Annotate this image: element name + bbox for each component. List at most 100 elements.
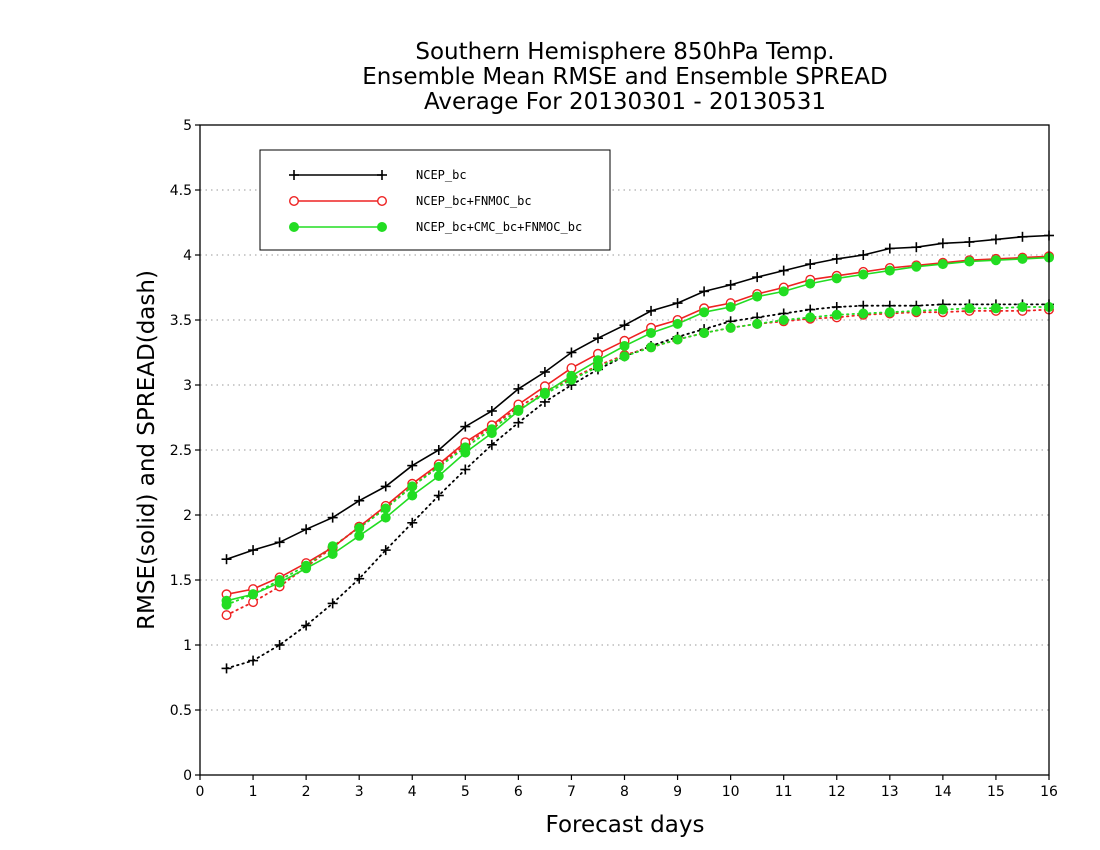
rmse-point-0	[592, 333, 603, 344]
x-tick-label: 9	[673, 784, 682, 800]
spread-point-0	[327, 598, 338, 609]
y-tick-label: 1.5	[170, 573, 192, 589]
x-tick-label: 3	[355, 784, 364, 800]
y-tick-label: 2.5	[170, 443, 192, 459]
legend-box	[259, 149, 611, 251]
rmse-point-0	[539, 367, 550, 377]
rmse-line-2	[226, 256, 1050, 602]
rmse-point-2	[380, 512, 391, 523]
spread-point-2	[752, 318, 763, 329]
rmse-point-2	[460, 447, 471, 458]
y-tick-label: 3.5	[170, 313, 192, 329]
y-tick-label: 0.5	[170, 703, 192, 719]
spread-point-2	[1017, 302, 1028, 312]
series-layer	[221, 230, 1054, 674]
rmse-point-2	[858, 269, 869, 280]
rmse-line-1	[226, 255, 1050, 596]
spread-point-0	[380, 545, 391, 556]
rmse-point-0	[911, 242, 922, 253]
y-tick-label: 2	[183, 508, 192, 524]
rmse-point-2	[248, 589, 259, 600]
rmse-point-0	[354, 495, 365, 506]
title-line-3: Average For 20130301 - 20130531	[424, 89, 826, 115]
rmse-point-0	[221, 554, 232, 565]
y-axis: 0 0.5 1 1.5 2 2.5 3 3.5 4 4.5 5	[170, 118, 200, 784]
rmse-point-0	[646, 305, 657, 316]
spread-point-2	[990, 303, 1001, 314]
spread-point-1	[221, 610, 232, 621]
rmse-point-2	[221, 595, 232, 606]
rmse-point-0	[672, 298, 683, 309]
x-tick-label: 8	[620, 784, 629, 800]
rmse-point-0	[566, 347, 577, 358]
rmse-point-0	[301, 524, 312, 535]
rmse-point-0	[964, 237, 975, 247]
spread-point-2	[619, 351, 630, 362]
rmse-point-0	[327, 512, 338, 523]
spread-point-2	[646, 342, 657, 353]
rmse-point-2	[433, 471, 444, 481]
y-tick-label: 5	[183, 118, 192, 134]
rmse-point-0	[884, 243, 895, 254]
spread-point-2	[725, 322, 736, 333]
title-line-1: Southern Hemisphere 850hPa Temp.	[415, 39, 834, 65]
rmse-point-0	[380, 481, 391, 492]
y-tick-label: 1	[183, 638, 192, 654]
y-tick-label: 4.5	[170, 183, 192, 199]
rmse-point-2	[884, 265, 895, 276]
rmse-point-2	[805, 278, 816, 289]
legend-marker-1	[377, 195, 388, 206]
spread-point-2	[858, 308, 869, 319]
spread-point-2	[407, 481, 418, 492]
rmse-point-0	[1017, 231, 1028, 242]
rmse-point-0	[619, 320, 630, 331]
rmse-point-2	[619, 341, 630, 351]
rmse-point-2	[778, 286, 789, 297]
legend-marker-2	[289, 222, 299, 232]
rmse-point-0	[858, 250, 869, 260]
rmse-point-2	[327, 549, 338, 559]
spread-point-2	[778, 315, 789, 325]
x-tick-label: 4	[408, 784, 417, 800]
rmse-point-0	[407, 460, 418, 471]
x-tick-label: 5	[461, 784, 470, 800]
x-tick-label: 14	[934, 784, 952, 800]
legend-marker-1	[289, 195, 300, 206]
rmse-point-0	[937, 238, 948, 249]
spread-point-0	[274, 640, 285, 650]
spread-point-2	[964, 303, 975, 314]
rmse-point-2	[699, 307, 710, 318]
spread-point-0	[301, 620, 312, 631]
spread-line-0	[225, 303, 1050, 670]
rmse-point-0	[990, 234, 1001, 245]
rmse-point-2	[592, 355, 603, 366]
rmse-point-2	[1017, 253, 1028, 264]
rmse-point-2	[539, 387, 550, 398]
spread-point-2	[937, 304, 948, 315]
spread-point-2	[433, 461, 444, 472]
rmse-point-2	[911, 261, 922, 272]
rmse-point-0	[778, 265, 789, 276]
rmse-point-0	[460, 421, 471, 432]
rmse-point-2	[354, 530, 365, 541]
rmse-point-2	[566, 370, 577, 381]
rmse-point-0	[752, 272, 763, 283]
title-line-2: Ensemble Mean RMSE and Ensemble SPREAD	[362, 64, 887, 90]
rmse-point-2	[990, 255, 1001, 266]
spread-point-2	[911, 305, 922, 316]
rmse-point-0	[831, 253, 842, 264]
spread-point-0	[433, 490, 444, 501]
rmse-point-0	[725, 279, 736, 290]
rmse-point-0	[699, 286, 710, 297]
x-tick-label: 2	[302, 784, 311, 800]
rmse-point-0	[805, 259, 816, 270]
rmse-point-0	[486, 406, 497, 416]
legend: NCEP_bc NCEP_bc+FNMOC_bc NCEP_bc+CMC_bc+FN…	[259, 149, 611, 251]
rmse-line-0	[226, 234, 1050, 560]
y-tick-label: 4	[183, 248, 192, 264]
chart-title: Southern Hemisphere 850hPa Temp. Ensembl…	[362, 39, 887, 115]
rmse-point-2	[725, 302, 736, 312]
y-tick-label: 3	[183, 378, 192, 394]
x-tick-label: 10	[722, 784, 740, 800]
